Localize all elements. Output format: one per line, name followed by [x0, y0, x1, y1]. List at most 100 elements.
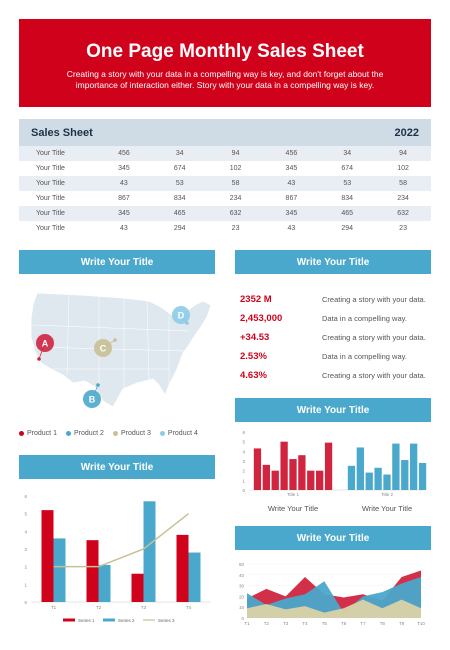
x-tick-label: T4 [302, 621, 308, 626]
map-marker-d [172, 306, 190, 324]
y-tick-label: 20 [239, 594, 245, 599]
table-row: Your Title 43 53 58 43 53 58 [19, 176, 431, 191]
map-markers: A B C D [36, 306, 190, 408]
legend-label: Series 3 [158, 618, 175, 623]
combo-title-banner: Write Your Title [19, 455, 215, 479]
table-title: Sales Sheet [31, 126, 93, 139]
table-cell: 674 [151, 161, 208, 176]
y-tick-label: 6 [242, 430, 245, 435]
stat-row: 2352 M Creating a story with your data. [236, 290, 432, 309]
area-chart: 0 10 20 30 40 50 T1 T2 T3 T4 T5 T6 T7 T8 T9 T10 [239, 562, 425, 626]
subtitle-line-1: Creating a story with your data in a com… [66, 69, 384, 79]
bar [298, 455, 306, 490]
bar [131, 573, 144, 602]
table-row: Your Title 456 34 94 456 34 94 [19, 146, 431, 161]
bar [374, 467, 382, 490]
page-subtitle: Creating a story with your data in a com… [41, 69, 409, 91]
y-tick-label: 6 [24, 494, 27, 499]
legend-dot [159, 431, 165, 436]
state-borders [32, 294, 190, 389]
bar [324, 442, 333, 490]
table-cell: 94 [375, 146, 431, 161]
stat-description: Creating a story with your data. [322, 371, 426, 380]
stat-description: Creating a story with your data. [322, 333, 426, 342]
stats-list: 2352 M Creating a story with your data. 2,… [236, 290, 432, 385]
legend-label: Product 4 [167, 430, 198, 437]
map-marker-a [36, 334, 54, 352]
bar [143, 501, 156, 602]
legend-label: Series 2 [118, 618, 135, 623]
legend-swatch [63, 618, 75, 622]
table-cell: 23 [207, 221, 264, 236]
table-cell: 43 [263, 176, 320, 191]
y-tick-label: 0 [241, 616, 244, 621]
marker-pin-dot [96, 383, 100, 387]
table-cell: 58 [207, 176, 264, 191]
stat-row: 4.63% Creating a story with your data. [236, 366, 432, 385]
y-tick-label: 0 [242, 488, 245, 493]
table-cell: 43 [96, 176, 152, 191]
legend-dot [65, 431, 71, 436]
x-tick-label: T1 [51, 605, 57, 610]
stats-title-banner: Write Your Title [235, 250, 431, 274]
bar [53, 538, 66, 602]
map-marker-label: A [42, 339, 49, 349]
bar [262, 464, 270, 490]
legend-item: Product 1 [19, 430, 57, 437]
x-tick-label: T1 [244, 621, 250, 626]
legend-label: Series 1 [78, 618, 95, 623]
x-tick-label: T2 [264, 621, 270, 626]
bar [383, 474, 391, 490]
bar [271, 470, 279, 490]
bar [316, 470, 324, 490]
x-tick-label: T3 [141, 605, 147, 610]
x-tick-label: T2 [96, 605, 102, 610]
table-cell: 294 [319, 221, 376, 236]
table-cell: 53 [151, 176, 208, 191]
row-label: Your Title [19, 161, 96, 176]
small-bar-chart: 0 1 2 3 4 5 6 Title 1 Write Your Title Title 2 Wri… [242, 430, 427, 513]
x-tick-label: T4 [186, 605, 192, 610]
stat-value: 2,453,000 [240, 313, 283, 324]
y-tick-label: 40 [239, 573, 245, 578]
group-label: Title 1 [287, 492, 300, 497]
map-legend: Product 1 Product 2 Product 3 Product 4 [19, 430, 219, 437]
table-cell: 632 [375, 206, 431, 221]
sales-table: Sales Sheet 2022 Your Title 456 34 94 456 34 9… [19, 119, 431, 236]
bar [176, 534, 189, 602]
combo-chart: 0 1 2 3 4 5 6 T1 T2 T3 T4 Series 1 Series 2 Series 3 [24, 494, 211, 623]
legend-swatch [103, 618, 115, 622]
bar [41, 510, 54, 602]
table-row: Your Title 345 674 102 345 674 102 [19, 161, 431, 176]
y-tick-label: 3 [242, 459, 245, 464]
stat-description: Data in a compelling way. [322, 314, 407, 323]
table-row: Your Title 43 294 23 43 294 23 [19, 221, 431, 236]
bar [401, 460, 409, 490]
table-cell: 465 [319, 206, 376, 221]
table-header: Sales Sheet 2022 [19, 119, 431, 146]
table-cell: 456 [96, 146, 152, 161]
series-line [53, 513, 189, 568]
x-tick-label: T8 [380, 621, 386, 626]
x-tick-label: T5 [322, 621, 328, 626]
map-title-banner: Write Your Title [19, 250, 215, 274]
area-title-banner: Write Your Title [235, 526, 431, 550]
bar [356, 447, 364, 490]
bar [188, 552, 201, 602]
table-cell: 102 [207, 161, 264, 176]
stat-value: 4.63% [240, 370, 267, 381]
table-cell: 43 [263, 221, 320, 236]
bar [280, 441, 288, 490]
bar-group-caption: Write Your Title [362, 504, 412, 513]
table-body: Your Title 456 34 94 456 34 94 Your Title 345 674… [19, 146, 431, 236]
area-series [247, 599, 421, 618]
table-row: Your Title 345 465 632 345 465 632 [19, 206, 431, 221]
y-tick-label: 1 [242, 478, 245, 483]
legend-label: Product 2 [73, 430, 104, 437]
table-cell: 34 [151, 146, 208, 161]
y-tick-label: 2 [242, 469, 245, 474]
stat-row: +34.53 Creating a story with your data. [236, 328, 432, 347]
stat-value: 2.53% [240, 351, 267, 362]
table-cell: 834 [319, 191, 376, 206]
table-row: Your Title 867 834 234 867 834 234 [19, 191, 431, 206]
